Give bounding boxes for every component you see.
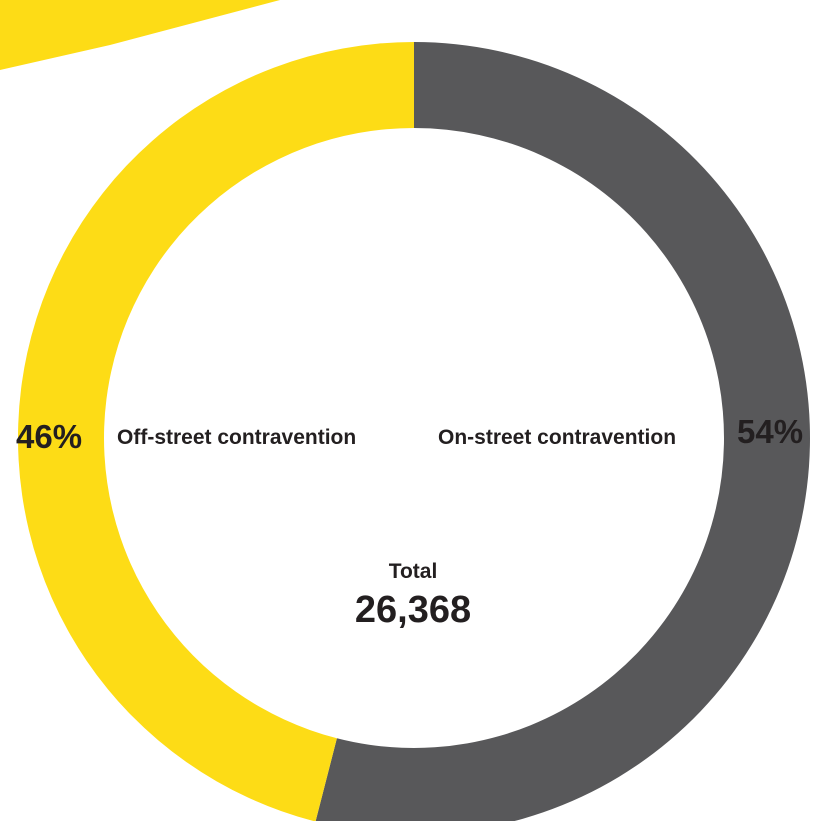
center-total-label: Total [388, 560, 438, 583]
donut-slices [18, 42, 810, 821]
slice-label-on-street: On-street contravention [438, 426, 677, 449]
decorative-accent-wedge [0, 0, 280, 70]
donut-slice-on-street [315, 42, 810, 821]
donut-slice-off-street [18, 42, 414, 821]
slice-percent-off-street: 46% [16, 418, 83, 455]
slice-label-off-street: Off-street contravention [117, 426, 357, 449]
slice-percent-on-street: 54% [737, 413, 804, 450]
center-total-value: 26,368 [354, 589, 472, 631]
